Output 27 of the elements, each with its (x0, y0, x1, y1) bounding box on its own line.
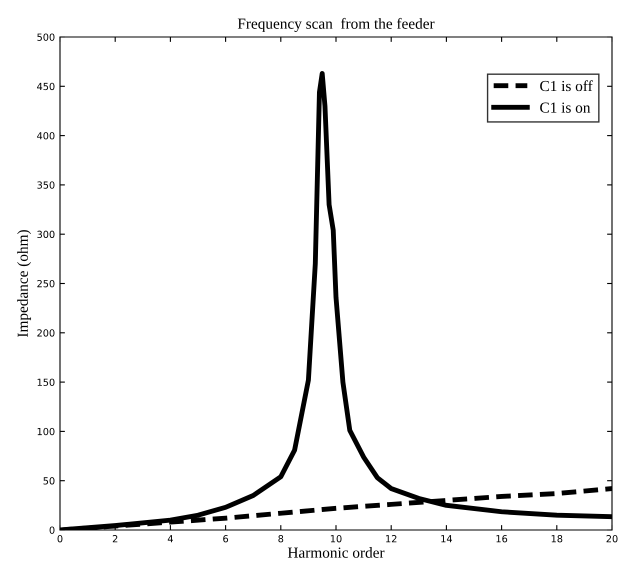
x-tick-label: 16 (496, 535, 508, 542)
y-axis-title: Impedance (ohm) (17, 230, 32, 338)
x-tick-label: 10 (330, 535, 342, 542)
x-tick-label: 4 (168, 535, 173, 542)
y-tick-label: 100 (38, 428, 54, 436)
legend-label: C1 is on (540, 102, 590, 113)
x-tick-label: 20 (606, 535, 618, 542)
x-tick-label: 2 (112, 535, 118, 542)
y-tick-label: 200 (37, 329, 54, 337)
y-tick-label: 300 (37, 230, 54, 238)
x-tick-label: 0 (58, 535, 62, 542)
y-tick-label: 400 (37, 132, 54, 140)
x-axis-title: Harmonic order (288, 547, 384, 558)
y-tick-label: 150 (38, 378, 54, 386)
x-tick-label: 14 (441, 535, 452, 542)
y-tick-label: 350 (37, 181, 54, 189)
y-tick-label: 500 (37, 33, 54, 41)
y-tick-label: 0 (50, 526, 54, 534)
x-tick-label: 6 (223, 535, 228, 542)
y-tick-label: 450 (37, 82, 54, 90)
x-tick-label: 18 (552, 535, 562, 542)
x-tick-label: 12 (386, 535, 396, 542)
chart-title: Frequency scan from the feeder (238, 18, 434, 32)
x-tick-label: 8 (278, 535, 284, 542)
y-tick-label: 50 (44, 477, 54, 485)
y-tick-label: 250 (37, 280, 54, 288)
legend-label: C1 is off (540, 80, 593, 92)
